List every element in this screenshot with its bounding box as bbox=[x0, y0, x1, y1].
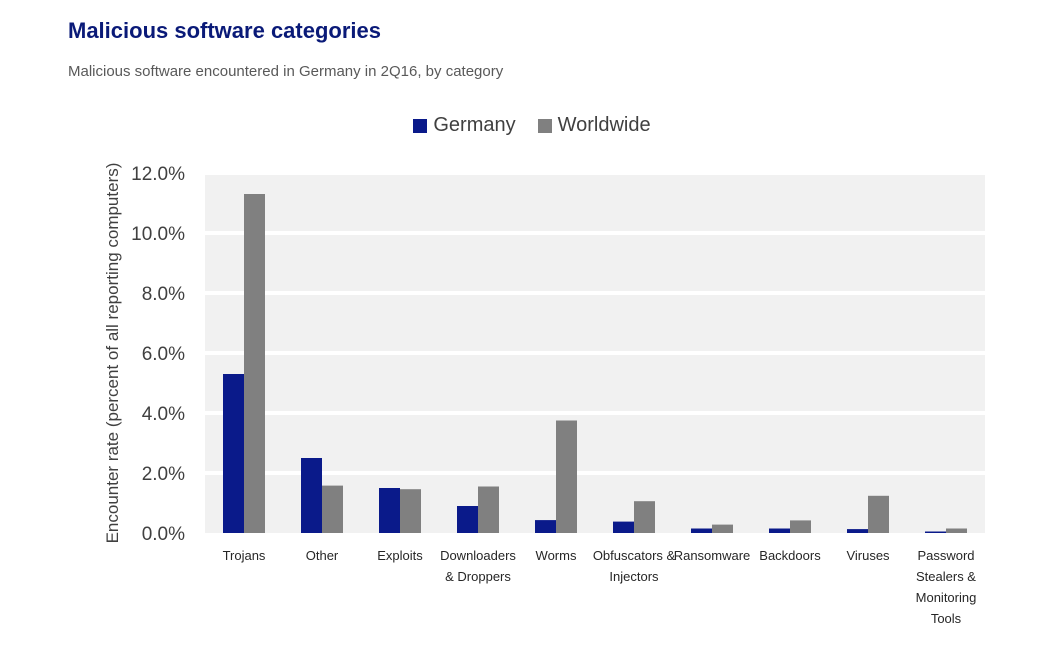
y-tick-label: 8.0% bbox=[142, 284, 185, 305]
x-category-label: Trojans bbox=[223, 548, 266, 563]
bar-germany bbox=[925, 531, 946, 533]
bar-germany bbox=[379, 488, 400, 533]
bar-worldwide bbox=[400, 489, 421, 533]
y-tick-label: 4.0% bbox=[142, 404, 185, 425]
bar-germany bbox=[691, 528, 712, 533]
legend-item-worldwide: Worldwide bbox=[537, 114, 651, 137]
x-category-label: Downloaders & Droppers bbox=[440, 548, 516, 584]
bar-worldwide bbox=[946, 528, 967, 533]
y-tick-label: 6.0% bbox=[142, 344, 185, 365]
bar-worldwide bbox=[244, 194, 265, 533]
x-category-label: Ransomware bbox=[674, 548, 751, 563]
bar-germany bbox=[535, 520, 556, 533]
x-category-label: Worms bbox=[536, 548, 577, 563]
bar-germany bbox=[613, 521, 634, 533]
y-tick-label: 2.0% bbox=[142, 464, 185, 485]
x-category-label: Password Stealers & Monitoring Tools bbox=[916, 548, 977, 626]
bar-worldwide bbox=[478, 486, 499, 533]
x-category-label: Viruses bbox=[846, 548, 890, 563]
y-tick-label: 10.0% bbox=[131, 224, 185, 245]
bar-worldwide bbox=[634, 501, 655, 533]
bar-worldwide bbox=[790, 520, 811, 533]
bar-worldwide bbox=[868, 495, 889, 533]
bar-worldwide bbox=[556, 420, 577, 533]
x-category-label: Other bbox=[306, 548, 339, 563]
bar-germany bbox=[301, 458, 322, 533]
legend-swatch-germany bbox=[413, 118, 428, 133]
x-category-label: Exploits bbox=[377, 548, 423, 563]
legend-item-germany: Germany bbox=[413, 114, 516, 137]
page-title: Malicious software categories bbox=[68, 18, 381, 43]
bar-germany bbox=[769, 528, 790, 533]
y-tick-label: 12.0% bbox=[131, 164, 185, 185]
bar-worldwide bbox=[322, 485, 343, 533]
legend-label-worldwide: Worldwide bbox=[557, 114, 651, 136]
x-category-label: Obfuscators & Injectors bbox=[593, 548, 676, 584]
x-category-label: Backdoors bbox=[759, 548, 821, 563]
bar-germany bbox=[457, 506, 478, 533]
page-subtitle: Malicious software encountered in German… bbox=[68, 63, 504, 80]
y-axis-label: Encounter rate (percent of all reporting… bbox=[103, 163, 122, 544]
bar-worldwide bbox=[712, 524, 733, 533]
bar-germany bbox=[847, 529, 868, 533]
legend-swatch-worldwide bbox=[537, 118, 552, 133]
y-tick-label: 0.0% bbox=[142, 524, 185, 545]
bar-germany bbox=[223, 374, 244, 533]
legend-label-germany: Germany bbox=[433, 114, 516, 136]
chart-legend: Germany Worldwide bbox=[0, 114, 1064, 137]
